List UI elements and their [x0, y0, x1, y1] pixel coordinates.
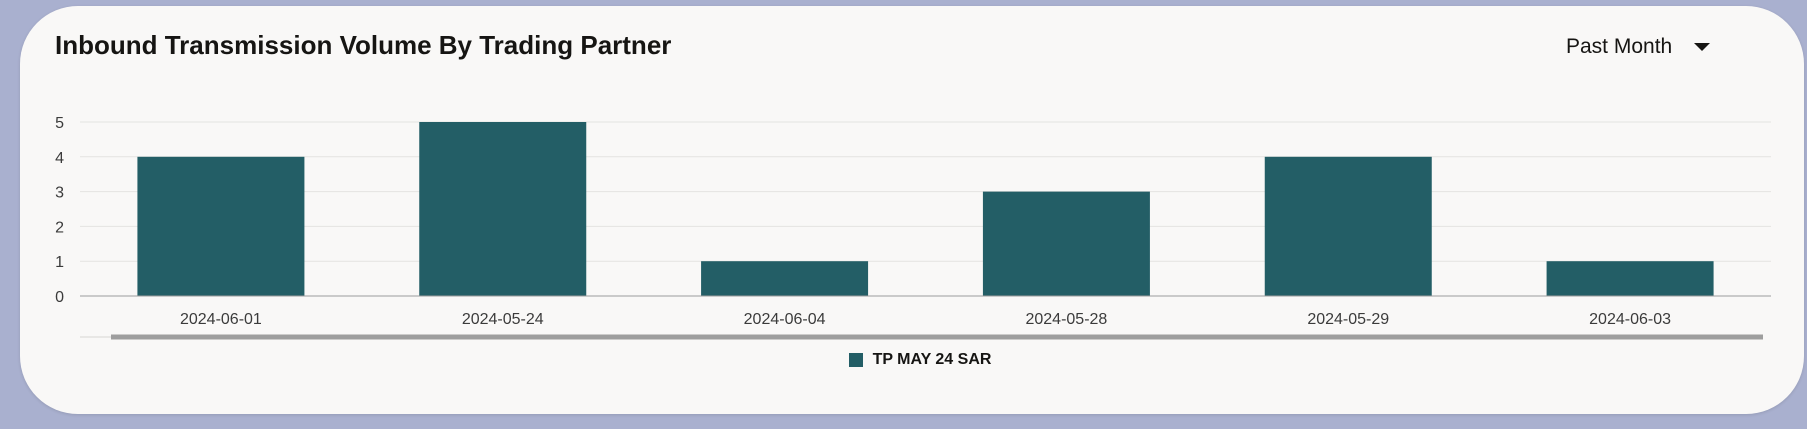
- y-tick-label: 2: [55, 219, 64, 236]
- y-tick-label: 1: [55, 254, 64, 271]
- x-tick-label: 2024-05-24: [462, 311, 544, 328]
- y-axis-ticks: 0 1 2 3 4 5: [55, 115, 64, 306]
- y-tick-label: 4: [55, 150, 64, 167]
- x-tick-label: 2024-05-29: [1307, 311, 1389, 328]
- legend-label: TP MAY 24 SAR: [872, 351, 992, 368]
- y-tick-label: 3: [55, 185, 64, 202]
- bar-2024-06-01[interactable]: [137, 156, 305, 296]
- legend-swatch: [848, 353, 863, 367]
- legend-item[interactable]: TP MAY 24 SAR: [848, 351, 992, 369]
- period-dropdown-label: Past Month: [1566, 35, 1673, 58]
- x-axis-ticks: 2024-06-01 2024-05-24 2024-06-04 2024-05-28…: [180, 311, 1671, 328]
- chart-title: Inbound Transmission Volume By Trading P…: [55, 30, 672, 60]
- gridlines: [80, 121, 1771, 262]
- chevron-down-icon[interactable]: [1694, 43, 1711, 51]
- chart-legend: TP MAY 24 SAR: [20, 351, 1804, 369]
- y-tick-label: 5: [55, 115, 64, 132]
- x-tick-label: 2024-06-01: [180, 311, 262, 328]
- bars: [137, 122, 1714, 296]
- x-tick-label: 2024-06-03: [1589, 311, 1671, 328]
- bar-2024-05-24[interactable]: [419, 122, 587, 296]
- period-dropdown[interactable]: Past Month: [1566, 30, 1711, 64]
- bar-2024-06-03[interactable]: [1546, 261, 1714, 296]
- x-tick-label: 2024-06-04: [744, 311, 826, 328]
- bar-2024-06-04[interactable]: [701, 261, 869, 296]
- bar-2024-05-28[interactable]: [982, 191, 1150, 296]
- y-tick-label: 0: [55, 289, 64, 306]
- bar-2024-05-29[interactable]: [1264, 156, 1432, 296]
- chart-card: Inbound Transmission Volume By Trading P…: [20, 6, 1804, 414]
- x-tick-label: 2024-05-28: [1025, 311, 1107, 328]
